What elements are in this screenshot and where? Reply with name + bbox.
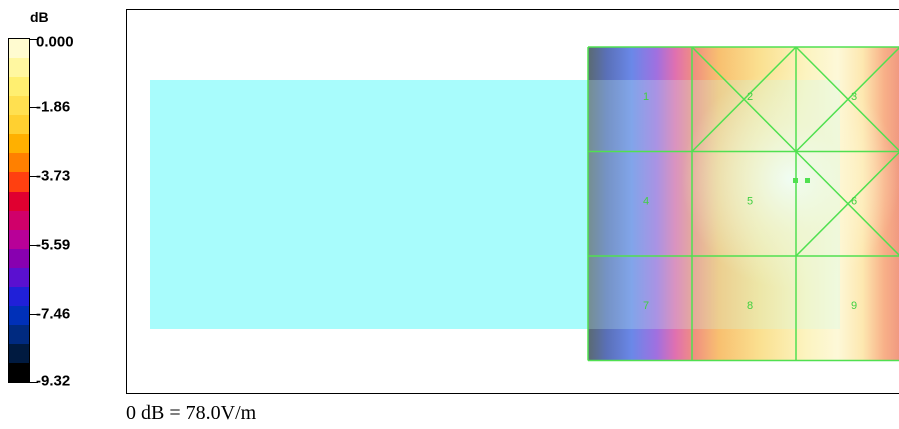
colorbar-tick-label: -9.32 — [36, 372, 71, 390]
grid-diagonal — [795, 151, 899, 257]
field-map-canvas: 1 2 3 4 5 6 7 8 9 — [150, 46, 899, 362]
colorbar-tick — [30, 382, 38, 383]
grid-cell-label: 9 — [851, 300, 857, 312]
colorbar-tick — [30, 314, 38, 316]
grid-cell-label: 2 — [747, 91, 753, 103]
phantom-overlay — [588, 80, 840, 329]
grid-cell-label: 8 — [747, 300, 753, 312]
colorbar-swatch — [9, 210, 29, 230]
colorbar-swatch — [9, 96, 29, 116]
grid-cell-label: 5 — [747, 196, 753, 208]
colorbar-swatch — [9, 248, 29, 268]
peak-marker-left — [793, 178, 798, 183]
colorbar-swatch — [9, 363, 29, 383]
colorbar-tick — [30, 106, 38, 108]
grid-cell-label: 1 — [643, 91, 649, 103]
colorbar-swatch — [9, 305, 29, 325]
grid-cell-label: 7 — [643, 300, 649, 312]
measurement-grid — [587, 46, 899, 362]
grid-cell-label: 4 — [643, 196, 649, 208]
colorbar-tick — [30, 244, 38, 246]
colorbar-tick — [30, 39, 38, 40]
colorbar-tick-label: -1.86 — [36, 98, 71, 116]
colorbar-swatch — [9, 115, 29, 135]
grid-diagonal — [795, 46, 899, 153]
grid-cell-label: 3 — [851, 91, 857, 103]
colorbar-swatch — [9, 191, 29, 211]
colorbar-swatch — [9, 153, 29, 173]
grid-diagonal — [691, 46, 797, 153]
colorbar-tick-label: -3.73 — [36, 167, 71, 185]
colorbar-tick-label: -7.46 — [36, 305, 71, 323]
colorbar — [8, 38, 30, 383]
colorbar-swatch — [9, 58, 29, 78]
sar-field-plot: 1 2 3 4 5 6 7 8 9 — [126, 9, 899, 394]
colorbar-swatch — [9, 77, 29, 97]
reference-level-label: 0 dB = 78.0V/m — [126, 402, 257, 424]
colorbar-swatch — [9, 286, 29, 306]
colorbar-tick — [30, 176, 38, 178]
colorbar-swatch — [9, 134, 29, 154]
colorbar-swatch — [9, 39, 29, 59]
peak-marker-right — [805, 178, 810, 183]
colorbar-swatch — [9, 344, 29, 364]
grid-cell-labels: 1 2 3 4 5 6 7 8 9 — [643, 91, 857, 312]
grid-cell-label: 6 — [851, 196, 857, 208]
colorbar-unit: dB — [30, 9, 49, 25]
colorbar-swatch — [9, 172, 29, 192]
colorbar-tick-label: -5.59 — [36, 236, 71, 254]
colorbar-swatch — [9, 324, 29, 344]
colorbar-swatch — [9, 267, 29, 287]
colorbar-tick-label: 0.000 — [36, 33, 74, 51]
colorbar-swatch — [9, 229, 29, 249]
